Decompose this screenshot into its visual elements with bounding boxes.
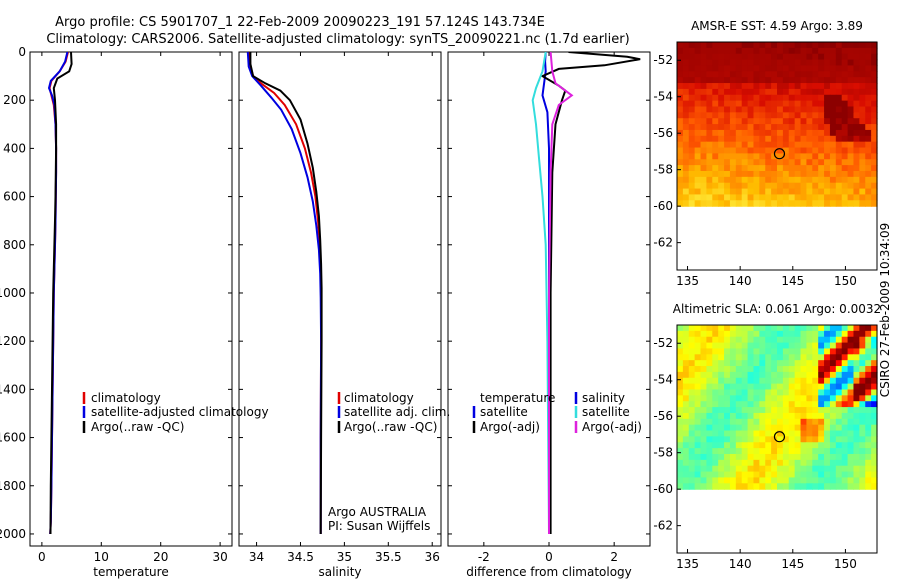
series-line-salinity-argo-adj- [548,52,574,534]
figure-title-line2: Climatology: CARS2006. Satellite-adjuste… [46,32,629,47]
y-tick-label: 800 [3,238,26,252]
figure-title-line1: Argo profile: CS 5901707_1 22-Feb-2009 2… [55,15,545,30]
salinity-panel: 34 34.5 35 35.5 36 salinity [238,51,442,579]
plot-frame [29,51,233,547]
difference-legend: temperature satellite Argo(-adj) salinit… [472,391,642,434]
salinity-legend: climatology satellite adj. clim. Argo(..… [328,391,450,533]
x-tick-label: 145 [781,274,804,288]
x-tick-label: 10 [94,550,109,564]
series-line-satellite-adj-clim- [246,52,323,534]
x-tick-label: 0 [38,550,46,564]
csiro-timestamp-label: CSIRO 27-Feb-2009 10:34:09 [878,223,892,398]
x-tick-label: 35 [337,550,352,564]
x-tick-label: 34.5 [287,550,314,564]
legend-label-temp-argo: Argo(-adj) [480,420,540,434]
plot-frame [238,51,442,547]
y-tick-label: 200 [3,93,26,107]
x-tick-label: 150 [834,557,857,571]
pi-annotation: PI: Susan Wijffels [328,519,430,533]
heatmap-cells [677,42,878,207]
legend-label-temp-satellite: satellite [480,405,528,419]
y-tick-label: -62 [653,519,673,533]
temperature-panel: 0 10 20 30 temperature 0 200 400 600 800 1000 1200 1… [0,45,233,579]
x-tick-label: -2 [478,550,490,564]
map-title: AMSR-E SST: 4.59 Argo: 3.89 [691,19,863,33]
y-tick-label: -52 [653,336,673,350]
y-tick-label: -58 [653,446,673,460]
y-tick-label: -60 [653,482,673,496]
x-tick-label: 145 [781,557,804,571]
heatmap-cells [677,325,878,490]
series-line-temperature-argo-adj- [540,52,641,534]
x-axis-label: salinity [318,565,361,579]
y-tick-label: 1800 [0,479,26,493]
map-frame [676,324,878,554]
legend-heading-salinity: salinity [582,391,625,405]
y-tick-label: 600 [3,190,26,204]
series-line-salinity-satellite [531,52,550,535]
y-tick-label: -54 [653,373,673,387]
argo-location-marker [773,148,786,160]
y-tick-label: 0 [18,45,26,59]
y-tick-label: -62 [653,236,673,250]
x-tick-label: 30 [212,550,227,564]
x-axis-label: difference from climatology [466,565,632,579]
x-tick-label: 2 [610,550,618,564]
series-line-argo-raw-qc- [249,52,323,535]
y-tick-label: -54 [653,90,673,104]
y-tick-label: -56 [653,409,673,423]
y-tick-label: -52 [653,53,673,67]
y-tick-label: 2000 [0,527,26,541]
legend-label-sal-argo: Argo(-adj) [582,420,642,434]
x-tick-label: 35.5 [375,550,402,564]
map-frame [676,41,878,271]
legend-heading-temperature: temperature [480,391,555,405]
argo-location-marker [773,431,786,443]
y-tick-label: 1000 [0,286,26,300]
y-tick-label: 1600 [0,431,26,445]
x-tick-label: 20 [153,550,168,564]
sla-map-panel: Altimetric SLA: 0.061 Argo: 0.0032 135 140… [653,302,881,571]
legend-label-argo: Argo(..raw -QC) [91,420,184,434]
legend-label-satellite-adjusted: satellite-adjusted climatology [91,405,269,419]
x-tick-label: 140 [729,274,752,288]
x-tick-label: 135 [676,557,699,571]
y-tick-label: 1200 [0,334,26,348]
x-axis-label: temperature [93,565,168,579]
y-tick-label: 1400 [0,382,26,396]
y-tick-label: -58 [653,163,673,177]
legend-label-argo: Argo(..raw -QC) [344,420,437,434]
x-tick-label: 36 [425,550,440,564]
map-title: Altimetric SLA: 0.061 Argo: 0.0032 [673,302,881,316]
legend-label-satellite: satellite adj. clim. [344,405,450,419]
y-tick-label: 400 [3,141,26,155]
x-tick-label: 34 [249,550,264,564]
y-tick-label: -60 [653,199,673,213]
argo-australia-annotation: Argo AUSTRALIA [328,505,427,519]
temperature-legend: climatology satellite-adjusted climatolo… [82,391,269,434]
series-line-argo-raw-qc- [49,52,73,535]
y-tick-label: -56 [653,126,673,140]
x-tick-label: 150 [834,274,857,288]
series-line-climatology [248,52,323,534]
x-tick-label: 0 [545,550,553,564]
legend-label-climatology: climatology [344,391,414,405]
x-tick-label: 140 [729,557,752,571]
x-tick-label: 135 [676,274,699,288]
legend-label-sal-satellite: satellite [582,405,630,419]
sst-map-panel: AMSR-E SST: 4.59 Argo: 3.89 135 140 145 150 -… [653,19,878,288]
legend-label-climatology: climatology [91,391,161,405]
